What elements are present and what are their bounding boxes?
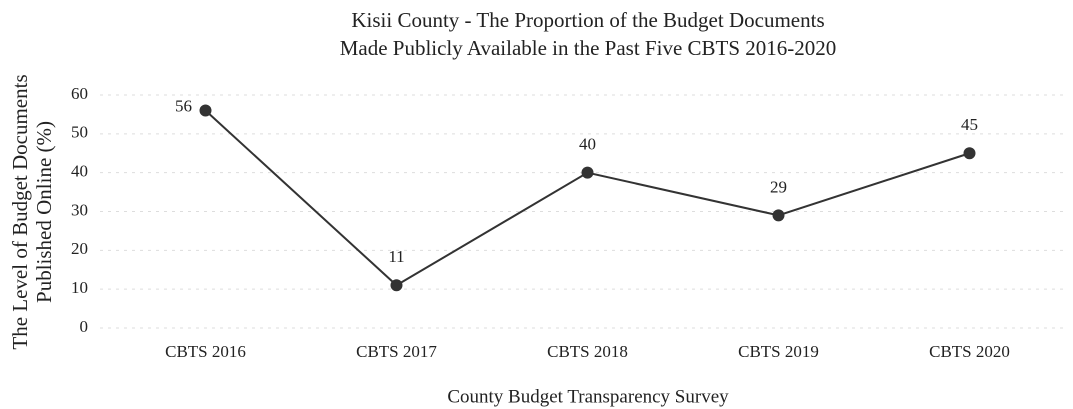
y-axis-title: Published Online (%) [32,121,56,303]
x-tick-label: CBTS 2017 [356,342,437,361]
data-label: 40 [579,135,596,154]
point [581,166,594,179]
data-label: 56 [175,96,192,115]
data-label: 45 [961,115,978,134]
x-axis-title: County Budget Transparency Survey [447,386,729,407]
y-tick-label: 20 [71,239,88,258]
y-tick-label: 30 [71,200,88,219]
point [390,279,403,292]
data-label: 11 [388,247,404,266]
y-tick-label: 0 [80,317,89,336]
y-tick-label: 10 [71,278,88,297]
y-tick-label: 40 [71,162,88,181]
y-tick-label: 50 [71,123,88,142]
point [772,209,785,222]
x-tick-label: CBTS 2020 [929,342,1010,361]
chart-title: Made Publicly Available in the Past Five… [340,36,837,60]
chart-title: Kisii County - The Proportion of the Bud… [351,8,824,32]
x-tick-label: CBTS 2016 [165,342,246,361]
data-label: 29 [770,177,787,196]
x-tick-label: CBTS 2018 [547,342,628,361]
y-tick-label: 60 [71,84,88,103]
x-tick-label: CBTS 2019 [738,342,819,361]
y-axis-title: The Level of Budget Documents [8,74,32,349]
point [963,147,976,160]
point [199,104,212,117]
